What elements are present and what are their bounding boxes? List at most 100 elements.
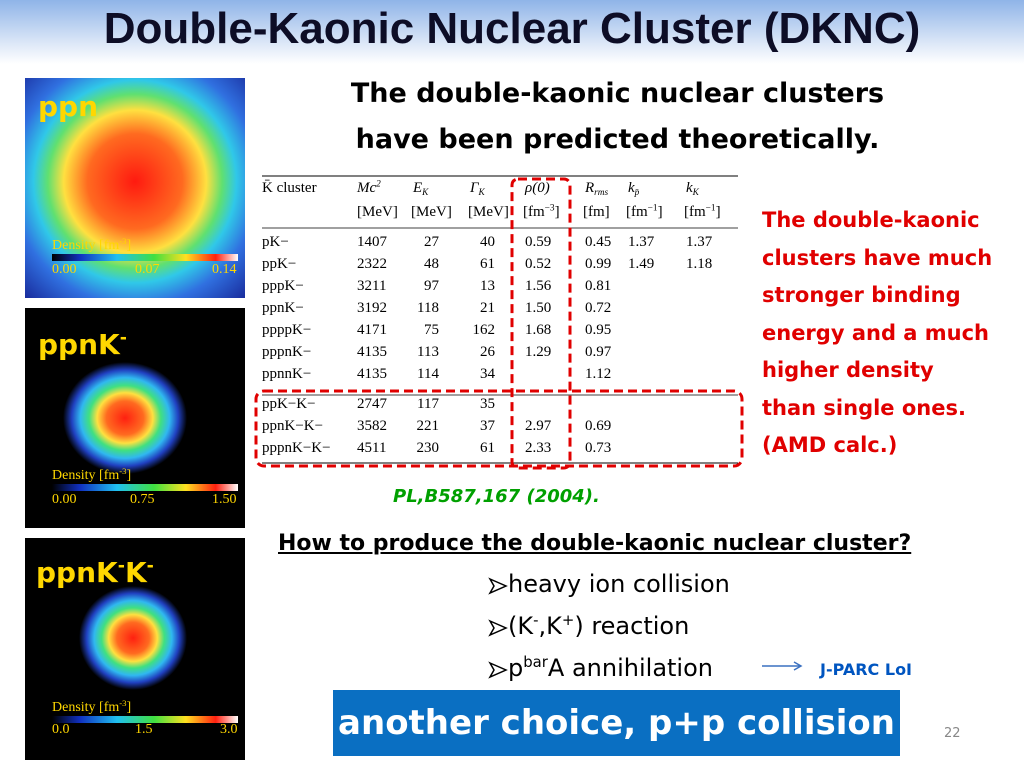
text-segment: [MeV] [468, 204, 509, 220]
text-segment: K [692, 187, 699, 198]
text-segment: -3 [119, 235, 127, 246]
text-segment: K̄ cluster [262, 180, 317, 196]
table-cell: 0.52 [525, 256, 552, 272]
table-header: Mc2 [357, 180, 381, 197]
table-header: kK [686, 180, 699, 197]
density-image [25, 78, 245, 298]
table-cell: 21 [480, 300, 495, 316]
title-bar [0, 0, 1024, 64]
note-line: stronger binding [762, 283, 961, 307]
panel-label: ppnK-K- [36, 556, 154, 589]
text-segment: [fm] [583, 204, 610, 220]
text-segment: Density [fm [52, 468, 120, 483]
table-row-label: pppnK−K− [262, 440, 331, 456]
text-segment: ppnK [36, 556, 118, 589]
table-cell: 1.50 [525, 300, 552, 316]
text-segment: + [561, 611, 575, 630]
note-line: clusters have much [762, 245, 993, 270]
table-cell: 75 [424, 322, 439, 338]
table-cell: 1.68 [525, 322, 552, 338]
table-header: kp̄ [628, 180, 639, 197]
text-segment: [MeV] [357, 204, 398, 220]
text-segment: [fm [523, 204, 545, 220]
table-cell: 61 [480, 256, 495, 272]
text-segment: ρ(0) [525, 180, 550, 196]
text-segment: [fm [684, 204, 706, 220]
table-cell: 1.37 [686, 234, 713, 250]
text-segment: ppn [38, 90, 99, 123]
table-cell: 2322 [357, 256, 387, 272]
scale-label: 0.07 [135, 262, 160, 277]
table-cell: 0.69 [585, 418, 612, 434]
table-header: ρ(0) [525, 180, 550, 197]
scale-label: 0.0 [52, 722, 70, 737]
table-row-label: ppppK− [262, 322, 312, 338]
table-unit: [fm−1] [626, 204, 663, 221]
text-segment: −1 [705, 203, 716, 214]
table-cell: 0.99 [585, 256, 612, 272]
table-row-label: pK− [262, 234, 289, 250]
text-segment: -3 [119, 465, 127, 476]
text-segment: ] [715, 204, 721, 220]
table-cell: 0.73 [585, 440, 612, 456]
question: How to produce the double-kaonic nuclear… [278, 531, 912, 556]
text-segment: [fm [626, 204, 648, 220]
table-cell: 27 [424, 234, 439, 250]
table-cell: 3582 [357, 418, 387, 434]
arrow-head [793, 661, 803, 671]
table-cell: 4135 [357, 366, 387, 382]
table-cell: 4135 [357, 344, 387, 360]
text-segment: K [124, 556, 147, 589]
color-bar [52, 484, 238, 491]
text-segment: - [119, 328, 127, 349]
table-cell: 113 [417, 344, 439, 360]
slide-title: Double-Kaonic Nuclear Cluster (DKNC) [103, 4, 921, 53]
scale-label: 0.75 [130, 492, 155, 507]
text-segment: ] [126, 700, 132, 715]
subtitle-line: The double-kaonic nuclear clusters [350, 78, 885, 109]
text-segment: - [146, 556, 154, 577]
text-segment: K [478, 187, 485, 198]
table-row-label: pppK− [262, 278, 304, 294]
table-cell: 1.37 [628, 234, 655, 250]
highlight-banner: another choice, p+p collision [333, 690, 900, 756]
highlight-box [254, 389, 744, 468]
table-header: ΓK [470, 180, 485, 197]
text-segment: A annihilation [547, 654, 713, 682]
bullet-icons [488, 577, 508, 679]
density-label: Density [fm-3] [52, 698, 132, 716]
table-cell: 2747 [357, 396, 387, 412]
table-cell: 1.29 [525, 344, 552, 360]
table-cell: 162 [472, 322, 496, 338]
table-cell: 2.97 [525, 418, 552, 434]
color-bar [52, 716, 238, 723]
table-cell: 13 [480, 278, 495, 294]
table-cell: 97 [424, 278, 439, 294]
table-cell: 4511 [357, 440, 387, 456]
text-segment: ] [126, 238, 132, 253]
text-segment: −1 [647, 203, 658, 214]
table-row-label: ppK−K− [262, 396, 316, 412]
bullet: pbarA annihilation [508, 654, 713, 682]
table-cell: 0.59 [525, 234, 552, 250]
table-cell: 2.33 [525, 440, 552, 456]
text-segment: - [117, 556, 125, 577]
scale-label: 3.0 [220, 722, 238, 737]
table-cell: 0.45 [585, 234, 612, 250]
subtitle-line: have been predicted theoretically. [355, 124, 880, 155]
table-cell: 117 [417, 396, 439, 412]
text-segment: Mc [357, 180, 377, 196]
table-unit: [MeV] [411, 204, 452, 221]
color-bar [52, 254, 238, 261]
text-segment: ppnK [38, 328, 120, 361]
text-segment: heavy ion collision [508, 570, 730, 598]
text-segment: k [628, 180, 635, 196]
table-cell: 1407 [357, 234, 387, 250]
note-line: than single ones. [762, 395, 966, 420]
bullet: (K-,K+) reaction [508, 612, 689, 640]
table-unit: [MeV] [468, 204, 509, 221]
note: The double-kaonic clusters have much stron… [762, 202, 992, 465]
table-unit: [fm−3] [523, 204, 560, 221]
